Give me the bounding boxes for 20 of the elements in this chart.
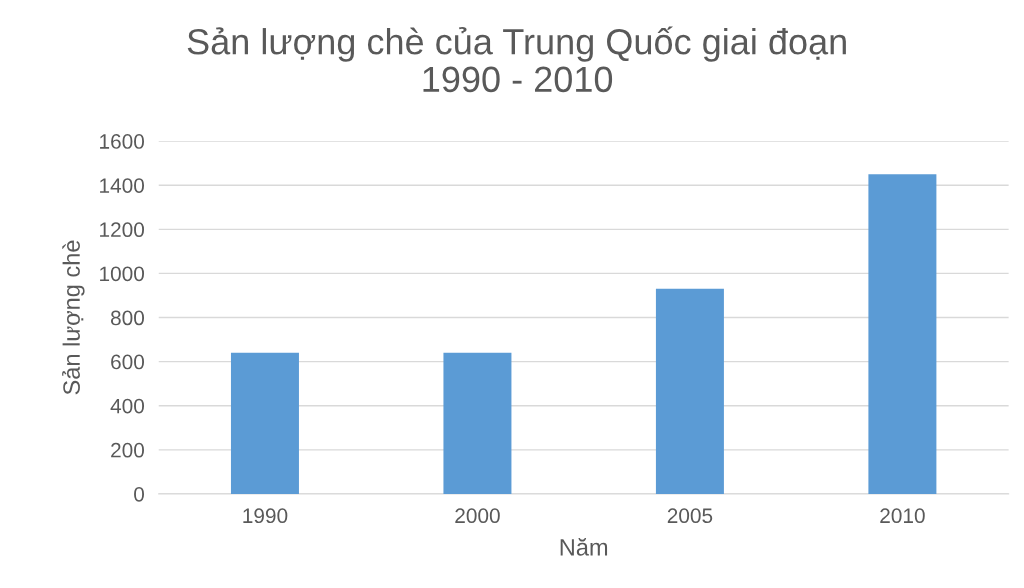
y-axis-title: Sản lượng chè [62,240,85,395]
bar [230,352,299,494]
y-tick-label: 400 [110,398,145,414]
y-tick-label: 600 [111,354,145,370]
y-tick-label: 0 [134,486,145,502]
y-tick-label: 1000 [100,266,145,282]
y-tick-label: 800 [110,310,145,326]
y-tick-label: 1400 [100,178,145,193]
bar [655,288,724,494]
bar [868,174,937,494]
x-tick-label: 2010 [880,508,925,524]
x-axis-title: Năm [560,538,608,556]
bar [443,352,512,494]
x-tick-label: 1990 [243,508,288,524]
chart-title: Sản lượng chè của Trung Quốc giai đoạn 1990 - 2010 [187,26,846,93]
y-tick-label: 1200 [100,222,145,238]
x-tick-label: 2000 [455,508,500,524]
y-tick-label: 200 [111,442,145,458]
y-tick-label: 1600 [100,134,145,149]
x-tick-label: 2005 [667,508,713,524]
